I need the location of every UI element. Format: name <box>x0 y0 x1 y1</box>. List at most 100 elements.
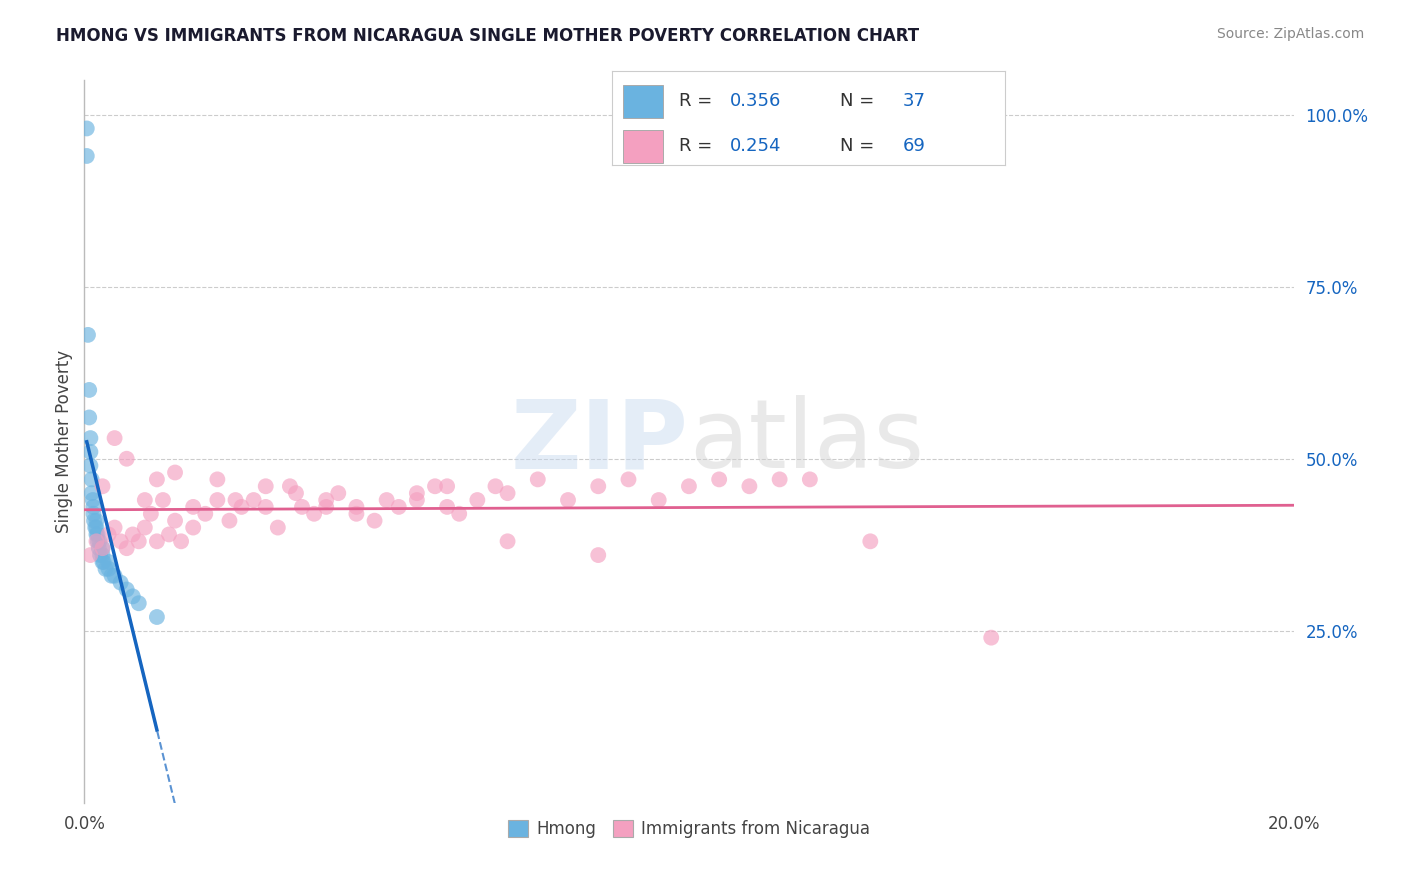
Point <box>128 534 150 549</box>
Point <box>769 472 792 486</box>
Point <box>82 500 104 514</box>
Point <box>110 534 132 549</box>
Point <box>146 472 169 486</box>
Text: atlas: atlas <box>689 395 924 488</box>
Point <box>97 555 120 569</box>
Point <box>89 548 111 562</box>
Text: 0.254: 0.254 <box>730 137 782 155</box>
Point <box>267 520 290 534</box>
Point <box>146 610 169 624</box>
Point <box>79 548 101 562</box>
Point <box>91 555 114 569</box>
Point <box>799 472 821 486</box>
Point <box>527 472 550 486</box>
Point <box>86 527 108 541</box>
Point <box>165 466 187 480</box>
Point <box>104 520 127 534</box>
Text: ZIP: ZIP <box>510 395 689 488</box>
Point <box>467 493 489 508</box>
Point <box>134 520 156 534</box>
Point <box>91 479 114 493</box>
Point <box>115 541 138 556</box>
Point <box>194 507 217 521</box>
Point <box>225 493 247 508</box>
Point <box>97 527 120 541</box>
Point <box>86 534 108 549</box>
Point <box>207 472 229 486</box>
Point <box>181 520 204 534</box>
Point <box>436 479 458 493</box>
Point <box>980 631 1002 645</box>
Point <box>315 493 337 508</box>
Point <box>97 562 120 576</box>
Point <box>93 555 115 569</box>
Point <box>254 479 277 493</box>
Text: 69: 69 <box>903 137 925 155</box>
Point <box>449 507 471 521</box>
Point <box>82 493 104 508</box>
Point <box>79 458 101 473</box>
Point <box>484 479 506 493</box>
FancyBboxPatch shape <box>623 130 662 162</box>
Point <box>170 534 193 549</box>
FancyBboxPatch shape <box>623 85 662 118</box>
Point <box>278 479 301 493</box>
Point <box>315 500 337 514</box>
Point <box>121 527 143 541</box>
Point <box>87 541 110 556</box>
Point <box>285 486 308 500</box>
Legend: Hmong, Immigrants from Nicaragua: Hmong, Immigrants from Nicaragua <box>501 814 877 845</box>
Point <box>231 500 253 514</box>
Point <box>436 500 458 514</box>
Point <box>363 514 385 528</box>
Point <box>588 479 610 493</box>
Point <box>648 493 671 508</box>
Y-axis label: Single Mother Poverty: Single Mother Poverty <box>55 350 73 533</box>
Point <box>146 534 169 549</box>
Point <box>617 472 640 486</box>
Point <box>406 486 429 500</box>
Point <box>77 327 100 342</box>
Point <box>157 527 180 541</box>
Point <box>77 383 100 397</box>
Point <box>291 500 314 514</box>
Text: Source: ZipAtlas.com: Source: ZipAtlas.com <box>1216 27 1364 41</box>
Point <box>76 121 98 136</box>
Point <box>86 514 108 528</box>
Point <box>859 534 882 549</box>
Text: 0.356: 0.356 <box>730 93 782 111</box>
Point <box>152 493 174 508</box>
Point <box>218 514 240 528</box>
Point <box>104 431 127 445</box>
Point <box>100 568 122 582</box>
Point <box>388 500 411 514</box>
Text: R =: R = <box>679 137 717 155</box>
Point <box>242 493 264 508</box>
Point <box>678 479 700 493</box>
Point <box>139 507 162 521</box>
Point <box>328 486 350 500</box>
Point <box>83 514 105 528</box>
Point <box>104 568 127 582</box>
Point <box>406 493 429 508</box>
Point <box>89 534 111 549</box>
Point <box>79 431 101 445</box>
Point <box>86 534 108 549</box>
Point <box>375 493 398 508</box>
Point <box>115 451 138 466</box>
Point <box>181 500 204 514</box>
Point <box>557 493 579 508</box>
Text: N =: N = <box>839 137 880 155</box>
Text: HMONG VS IMMIGRANTS FROM NICARAGUA SINGLE MOTHER POVERTY CORRELATION CHART: HMONG VS IMMIGRANTS FROM NICARAGUA SINGL… <box>56 27 920 45</box>
Point <box>91 541 114 556</box>
Point <box>91 541 114 556</box>
Point <box>496 486 519 500</box>
Point <box>423 479 446 493</box>
Point <box>82 507 104 521</box>
Point <box>110 575 132 590</box>
Point <box>91 548 114 562</box>
Point <box>86 527 108 541</box>
Point <box>346 500 368 514</box>
Point <box>115 582 138 597</box>
Point <box>709 472 731 486</box>
